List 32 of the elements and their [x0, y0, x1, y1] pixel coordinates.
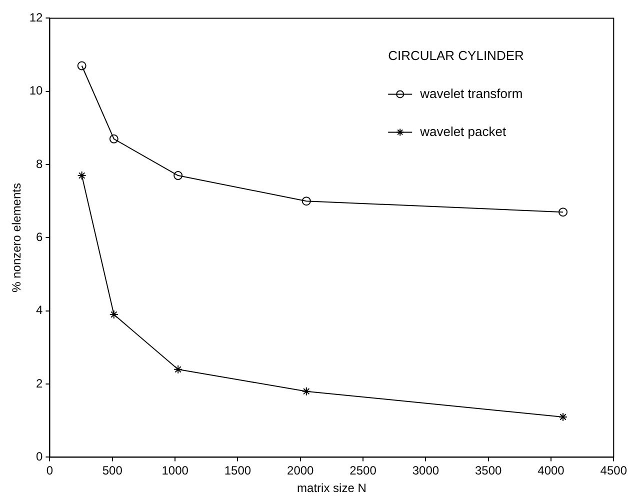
x-tick-label: 4500 [600, 464, 628, 478]
x-tick-label: 0 [46, 464, 54, 478]
x-tick-label: 4000 [538, 464, 565, 478]
legend-label: wavelet packet [419, 124, 506, 139]
x-tick-label: 3500 [474, 464, 502, 478]
x-tick-label: 1000 [162, 464, 189, 478]
point [558, 208, 568, 217]
point [77, 61, 86, 70]
point [109, 310, 118, 320]
y-tick-label: 2 [36, 376, 44, 390]
point [302, 196, 311, 206]
x-tick-label: 2500 [350, 464, 377, 478]
legend-label: wavelet transform [419, 86, 523, 101]
legend-title: CIRCULAR CYLINDER [388, 48, 524, 63]
y-tick-label: 8 [36, 156, 44, 171]
y-tick-label: 12 [29, 10, 44, 25]
x-axis-title: matrix size N [297, 481, 366, 496]
y-axis-title: % nonzero elements [10, 182, 24, 292]
y-tick-label: 10 [29, 84, 44, 98]
y-tick-label: 0 [36, 450, 44, 464]
x-tick-label: 2000 [287, 464, 314, 478]
point [77, 171, 86, 180]
point [174, 364, 183, 374]
x-tick-label: 3000 [412, 464, 440, 478]
point [302, 386, 311, 396]
point [109, 134, 118, 144]
point [558, 412, 568, 422]
x-tick-label: 1500 [224, 464, 252, 478]
y-tick-label: 4 [36, 303, 44, 318]
point [174, 171, 183, 180]
x-tick-label: 500 [102, 464, 123, 478]
y-tick-label: 6 [36, 230, 44, 244]
